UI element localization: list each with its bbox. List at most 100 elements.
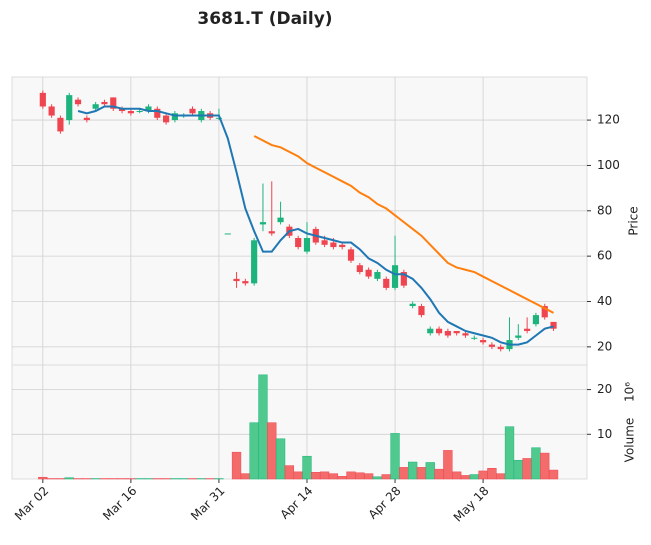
candle-body [462,333,469,336]
volume-bar [231,451,242,480]
candle-body [251,240,258,284]
volume-bar [328,473,339,480]
x-tick-label: Apr 28 [366,484,404,522]
volume-bar [540,452,550,480]
y-tick-label: 80 [597,203,612,217]
y-tick-label: 20 [597,339,612,353]
volume-bar [363,473,374,480]
volume-bar [548,469,559,480]
candle-body [277,217,284,223]
candle-body [57,117,64,132]
candle-body [83,117,90,121]
volume-bar [425,462,435,480]
candle-body [110,97,117,109]
volume-bar [346,471,356,480]
candle-body [409,303,416,307]
moving-average-line [77,105,554,346]
volume-bar [513,459,523,480]
y-tick-label: 60 [597,249,612,263]
candle-body [488,344,495,347]
volume-bar [355,472,365,480]
volume-bar [267,422,277,480]
candle-body [48,106,55,116]
candle-body [154,108,161,118]
volume-bar [275,438,286,480]
candle-body [444,330,451,336]
candle-body [145,106,152,112]
volume-bar [249,422,259,480]
candle-body [497,346,504,350]
y-tick-label: 100 [597,158,620,172]
x-tick-label: Mar 16 [100,484,139,523]
volume-bar [337,476,347,480]
moving-average-line [253,135,554,314]
candle-body [171,113,178,121]
volume-bar [416,467,427,480]
volume-bar [531,447,541,480]
volume-bar [319,471,330,480]
candle-body [391,265,399,288]
candle-body [242,281,249,284]
candle-body [74,99,82,105]
plot-area [11,76,588,480]
candle-body [356,265,363,273]
x-tick-label: Apr 14 [278,484,316,522]
volume-bar [522,458,532,480]
candle-body [303,238,311,252]
candle-body [427,328,434,334]
candle-body [268,231,275,234]
x-tick-label: May 18 [451,484,492,525]
candle-body [330,242,337,248]
volume-bar [452,471,462,480]
candle-body [374,272,381,279]
volume-bar [284,465,295,480]
volume-bar [64,477,74,480]
candle-body [550,321,557,329]
volume-bar [434,468,444,480]
volume-bar [399,467,409,480]
candle-body [259,222,267,225]
candle-body [453,330,460,334]
candle-body [435,328,443,334]
candle-body [136,111,143,113]
candle-body [118,108,126,112]
y-tick-label: 40 [597,294,612,308]
volume-bar [381,474,391,480]
y2-tick-label: 10 [597,427,612,441]
x-tick-label: Mar 31 [188,484,227,523]
volume-bar [38,476,48,480]
x-tick-label: Mar 02 [12,484,51,523]
candle-body [189,108,196,114]
candle-body [39,92,46,107]
y2-tick-label: 20 [597,382,612,396]
candle-body [532,315,540,325]
candle-body [101,101,108,105]
volume-bar [469,474,479,480]
volume-bar [496,473,506,480]
volume-bar [390,433,400,480]
candle-body [471,337,478,339]
volume-bar [258,374,268,480]
volume-bar [293,471,303,480]
candle-body [339,244,346,248]
volume-bar [460,475,471,480]
volume-bar [311,472,321,480]
candle-body [66,95,73,121]
candle-body [524,328,531,331]
candle-body [215,117,223,119]
candle-body [418,306,425,316]
candle-body [92,104,99,109]
candle-body [233,278,240,282]
candle-body [295,238,302,248]
candle-body [347,249,355,261]
volume-bar [372,476,383,480]
volume-bar [478,470,488,480]
candle-body [383,278,390,288]
chart-title: 3681.T (Daily) [197,9,332,29]
candle-body [127,111,134,114]
candle-body [515,335,522,338]
y2-axis-exponent: 10⁶ [623,382,637,402]
candle-body [400,272,407,286]
y-tick-label: 120 [597,113,620,127]
